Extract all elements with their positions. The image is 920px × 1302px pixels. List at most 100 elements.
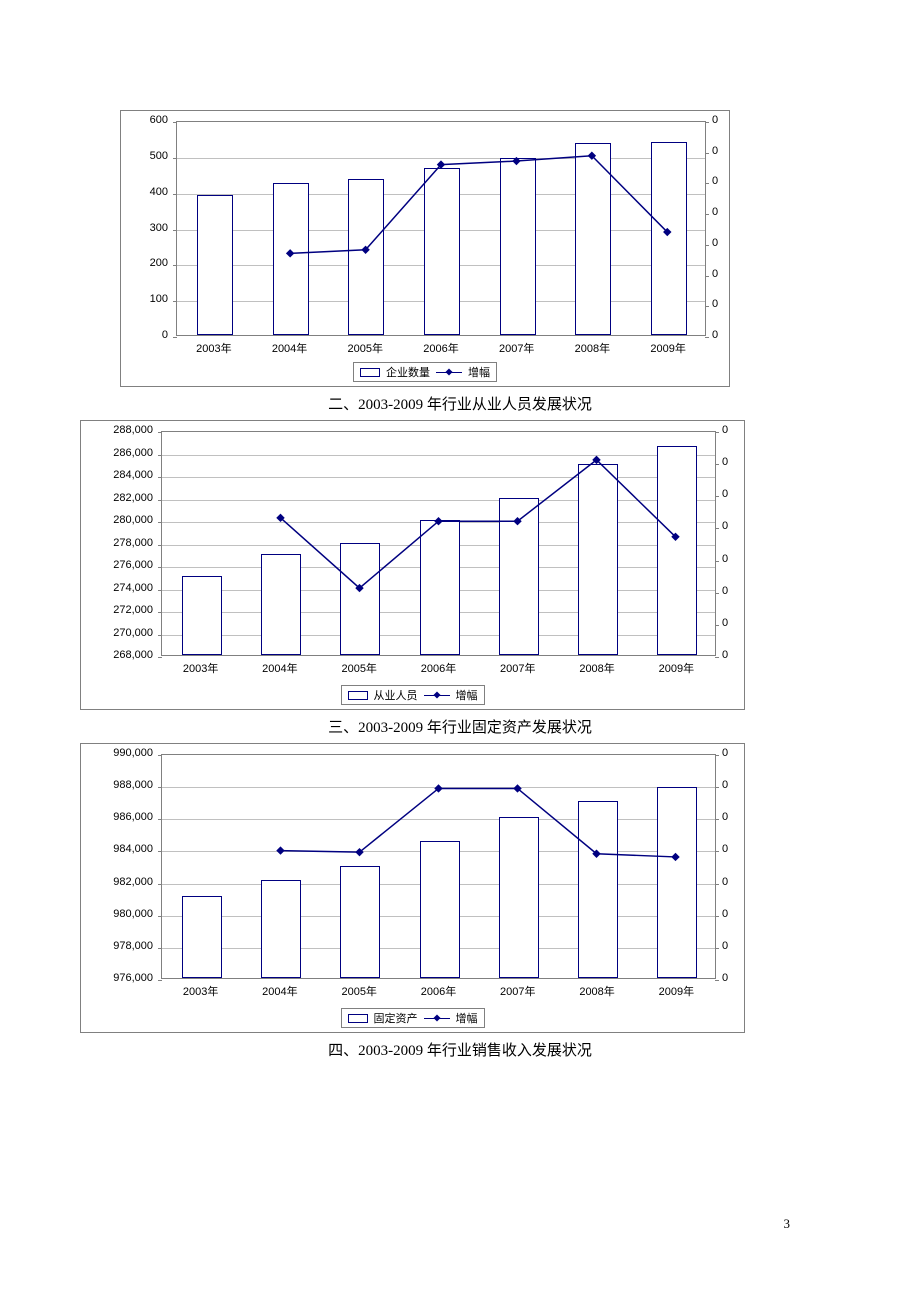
x-tick-label: 2009年 [659,983,694,999]
bar [657,787,697,978]
legend-line-label: 增幅 [456,687,478,703]
legend-line-label: 增幅 [468,364,490,380]
chart-2: 268,000 270,000 272,000 274,000 276,000 278,0… [80,420,745,710]
bar [273,183,309,335]
y-left-tick: 0 [162,329,168,341]
y-right-tick: 0 [712,206,718,218]
legend-bar-label: 企业数量 [386,364,430,380]
y-right-tick: 0 [722,617,728,629]
legend-bar-label: 固定资产 [374,1010,418,1026]
chart-2-block: 268,000270,000272,000274,000276,000278,0… [120,420,800,737]
caption-4: 四、2003-2009 年行业销售收入发展状况 [120,1039,800,1060]
chart-1: 0100200300400500600000000002003年2004年200… [120,110,730,387]
y-left-tick: 976,000 [113,972,153,984]
y-left-tick: 300 [150,222,168,234]
page: 0100200300400500600000000002003年2004年200… [0,0,920,1302]
y-right-tick: 0 [722,424,728,436]
bar [182,896,222,978]
y-left-tick: 282,000 [113,492,153,504]
y-left-tick: 600 [150,114,168,126]
y-left-tick: 982,000 [113,876,153,888]
x-tick-label: 2007年 [500,660,535,676]
y-right-tick: 0 [722,811,728,823]
x-tick-label: 2005年 [341,983,376,999]
x-tick-label: 2005年 [348,340,383,356]
x-tick-label: 2006年 [423,340,458,356]
x-tick-label: 2008年 [579,660,614,676]
y-right-tick: 0 [722,843,728,855]
y-right-tick: 0 [712,268,718,280]
x-tick-label: 2004年 [262,660,297,676]
y-right-tick: 0 [722,520,728,532]
y-right-tick: 0 [722,456,728,468]
bar [348,179,384,335]
x-tick-label: 2007年 [499,340,534,356]
y-right-tick: 0 [712,175,718,187]
y-left-tick: 274,000 [113,582,153,594]
bar [261,554,301,655]
plot-area [161,754,716,979]
bar [578,801,618,978]
legend-bar-label: 从业人员 [374,687,418,703]
bar [657,446,697,655]
y-right-tick: 0 [722,940,728,952]
chart-3-block: 976,000978,000980,000982,000984,000986,0… [120,743,800,1060]
x-tick-label: 2004年 [272,340,307,356]
y-left-tick: 986,000 [113,811,153,823]
y-left-tick: 272,000 [113,604,153,616]
y-left-tick: 988,000 [113,779,153,791]
x-tick-label: 2007年 [500,983,535,999]
chart-1-block: 0100200300400500600000000002003年2004年200… [120,110,800,414]
plot-area [176,121,706,336]
y-right-tick: 0 [722,972,728,984]
y-right-tick: 0 [712,329,718,341]
bar [197,195,233,335]
x-tick-label: 2006年 [421,983,456,999]
x-tick-label: 2003年 [183,983,218,999]
bar [500,158,536,335]
y-left-tick: 980,000 [113,908,153,920]
y-left-tick: 400 [150,186,168,198]
bar [499,498,539,656]
y-left-tick: 268,000 [113,649,153,661]
legend: 从业人员 增幅 [341,685,485,705]
y-left-tick: 284,000 [113,469,153,481]
y-left-tick: 288,000 [113,424,153,436]
y-left-tick: 984,000 [113,843,153,855]
bar [651,142,687,336]
legend-line-label: 增幅 [456,1010,478,1026]
y-left-tick: 100 [150,293,168,305]
legend-line-swatch [424,689,450,701]
bar [182,576,222,655]
bar [578,464,618,655]
bar [424,168,460,335]
y-right-tick: 0 [722,908,728,920]
y-right-tick: 0 [712,298,718,310]
y-left-tick: 278,000 [113,537,153,549]
y-right-tick: 0 [722,876,728,888]
x-tick-label: 2009年 [659,660,694,676]
x-tick-label: 2008年 [575,340,610,356]
legend-bar-swatch [348,1014,368,1023]
y-left-tick: 280,000 [113,514,153,526]
legend-line-swatch [436,366,462,378]
x-tick-label: 2005年 [341,660,376,676]
x-tick-label: 2004年 [262,983,297,999]
legend: 固定资产 增幅 [341,1008,485,1028]
y-left-tick: 276,000 [113,559,153,571]
legend-line-swatch [424,1012,450,1024]
caption-3: 三、2003-2009 年行业固定资产发展状况 [120,716,800,737]
x-tick-label: 2006年 [421,660,456,676]
y-left-tick: 270,000 [113,627,153,639]
y-right-tick: 0 [722,488,728,500]
bar [340,543,380,656]
y-left-tick: 500 [150,150,168,162]
y-right-tick: 0 [712,114,718,126]
x-tick-label: 2009年 [650,340,685,356]
y-right-tick: 0 [722,553,728,565]
legend-bar-swatch [360,368,380,377]
page-number: 3 [784,1216,791,1232]
y-right-tick: 0 [722,585,728,597]
y-right-tick: 0 [712,145,718,157]
x-tick-label: 2008年 [579,983,614,999]
